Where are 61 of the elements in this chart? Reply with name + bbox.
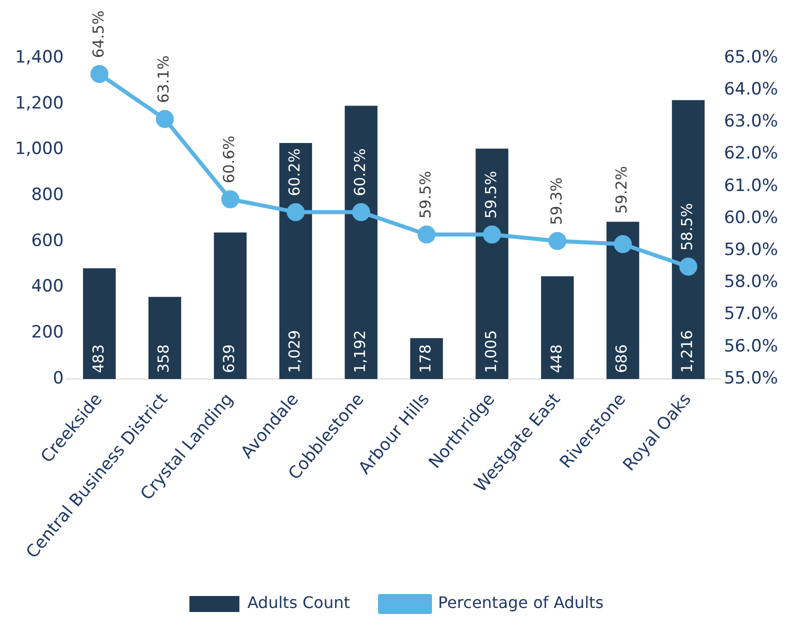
point xyxy=(548,232,566,250)
data-label: 63.1% xyxy=(154,55,173,103)
data-label: 60.2% xyxy=(286,148,304,196)
data-label: 448 xyxy=(547,344,566,373)
bar xyxy=(672,100,705,379)
data-label: 1,005 xyxy=(482,330,500,373)
data-label: 58.5% xyxy=(678,202,696,251)
bar xyxy=(148,296,182,379)
data-label: 1,192 xyxy=(351,330,370,373)
y2-tick-label: 57.0% xyxy=(724,304,778,324)
data-label: 639 xyxy=(220,344,238,373)
point xyxy=(614,235,632,254)
bar xyxy=(541,276,574,379)
point xyxy=(221,190,240,208)
y2-tick-label: 61.0% xyxy=(724,176,778,196)
data-label: 60.2% xyxy=(351,148,370,196)
data-label: 483 xyxy=(89,344,108,373)
y-tick-label: 600 xyxy=(31,230,64,251)
y-tick-label: 200 xyxy=(31,322,64,343)
y-tick-label: 1,400 xyxy=(14,47,64,68)
y2-tick-label: 58.0% xyxy=(724,272,778,292)
bar xyxy=(476,148,508,379)
bar xyxy=(344,106,378,379)
bar xyxy=(410,338,443,379)
y2-tick-label: 55.0% xyxy=(724,368,778,388)
y2-tick-label: 64.0% xyxy=(724,80,778,100)
data-label: 59.5% xyxy=(482,170,500,219)
data-label: 59.5% xyxy=(416,170,434,219)
legend-label: Adults Count xyxy=(247,593,350,612)
data-label: 358 xyxy=(154,344,173,373)
bar xyxy=(83,268,116,379)
y2-tick-label: 63.0% xyxy=(724,112,778,132)
y2-tick-label: 59.0% xyxy=(724,240,778,260)
y-tick-label: 1,000 xyxy=(14,139,64,160)
point xyxy=(90,65,108,84)
y-tick-label: 400 xyxy=(31,276,64,297)
bar xyxy=(606,222,640,379)
data-label: 59.3% xyxy=(547,177,566,225)
y2-tick-label: 56.0% xyxy=(724,336,778,356)
bar xyxy=(214,232,247,379)
data-label: 178 xyxy=(416,344,434,373)
data-label: 1,029 xyxy=(286,330,304,373)
data-label: 686 xyxy=(612,344,631,373)
legend-label: Percentage of Adults xyxy=(438,593,604,612)
point xyxy=(482,226,501,244)
point xyxy=(286,203,305,222)
point xyxy=(418,226,436,244)
y2-tick-label: 65.0% xyxy=(724,47,778,68)
y2-tick-label: 62.0% xyxy=(724,144,778,164)
y2-tick-label: 60.0% xyxy=(724,208,778,228)
point xyxy=(156,110,174,128)
bar xyxy=(279,143,312,379)
data-label: 64.5% xyxy=(89,10,108,58)
point xyxy=(679,258,698,276)
data-label: 1,216 xyxy=(678,330,696,373)
y-tick-label: 0 xyxy=(52,368,64,388)
data-label: 60.6% xyxy=(220,136,238,184)
y-tick-label: 1,200 xyxy=(14,93,64,114)
y-tick-label: 800 xyxy=(31,184,64,205)
point xyxy=(352,203,370,222)
data-label: 59.2% xyxy=(612,166,631,214)
